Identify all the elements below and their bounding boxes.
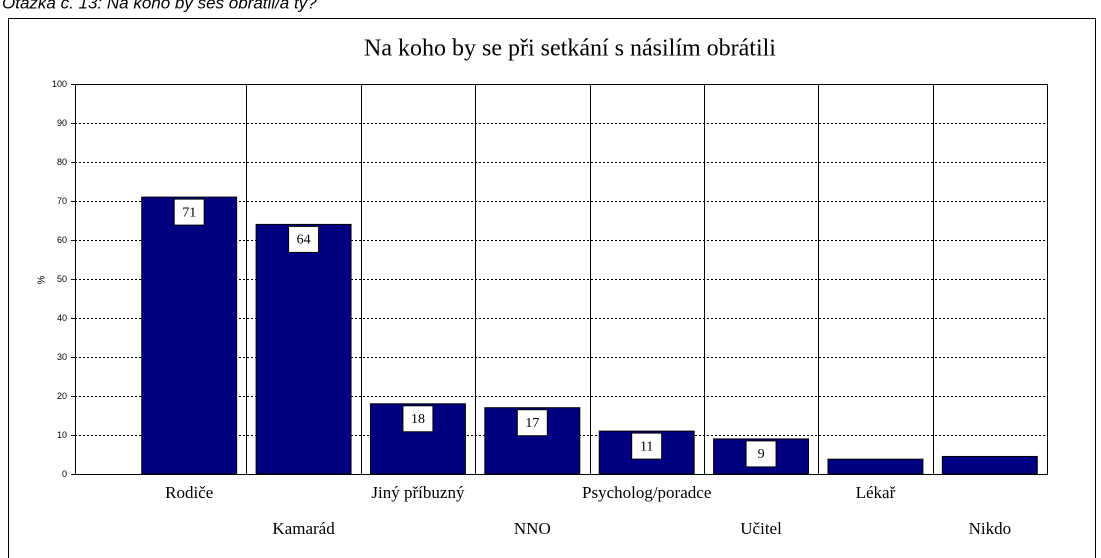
x-tick-label: Psycholog/poradce — [582, 483, 711, 502]
bar — [141, 196, 238, 475]
header: Otázka č. 13: Na koho by ses obrátil/a t… — [2, 0, 317, 12]
y-tick-label: 70 — [57, 196, 67, 206]
x-tick-label: Rodiče — [165, 483, 213, 502]
x-tick-label: Lékař — [856, 483, 896, 502]
y-tick-label: 90 — [57, 118, 67, 128]
data-label: 18 — [411, 412, 425, 427]
y-tick-label: 60 — [57, 235, 67, 245]
data-label-box — [745, 440, 777, 468]
x-tick-label: Učitel — [740, 519, 782, 538]
data-label-box — [288, 225, 320, 253]
x-tick-label: Nikdo — [969, 519, 1012, 538]
x-tick-label: NNO — [514, 519, 551, 538]
bar — [827, 458, 924, 475]
chart-title: Na koho by se při setkání s násilím obrá… — [364, 36, 776, 62]
data-label: 17 — [525, 416, 539, 431]
x-tick-label: Kamarád — [272, 519, 335, 538]
y-tick-label: 100 — [52, 79, 67, 89]
data-label-box — [631, 432, 663, 460]
data-label: 71 — [182, 205, 196, 220]
bar — [941, 455, 1038, 475]
y-tick-label: 80 — [57, 157, 67, 167]
data-label-box — [516, 409, 548, 437]
x-tick-label: Jiný příbuzný — [371, 483, 465, 502]
data-label-box — [402, 405, 434, 433]
y-tick-label: 40 — [57, 313, 67, 323]
y-tick-label: 20 — [57, 391, 67, 401]
y-axis-label: % — [37, 275, 48, 284]
y-tick-label: 0 — [62, 469, 67, 479]
y-tick-label: 50 — [57, 274, 67, 284]
chart-frame — [8, 18, 1096, 558]
data-label: 11 — [640, 439, 653, 454]
data-label: 64 — [297, 233, 311, 248]
y-tick-label: 10 — [57, 430, 67, 440]
bar — [255, 223, 352, 475]
data-label: 9 — [758, 447, 765, 462]
data-label-box — [173, 198, 205, 226]
y-tick-label: 30 — [57, 352, 67, 362]
